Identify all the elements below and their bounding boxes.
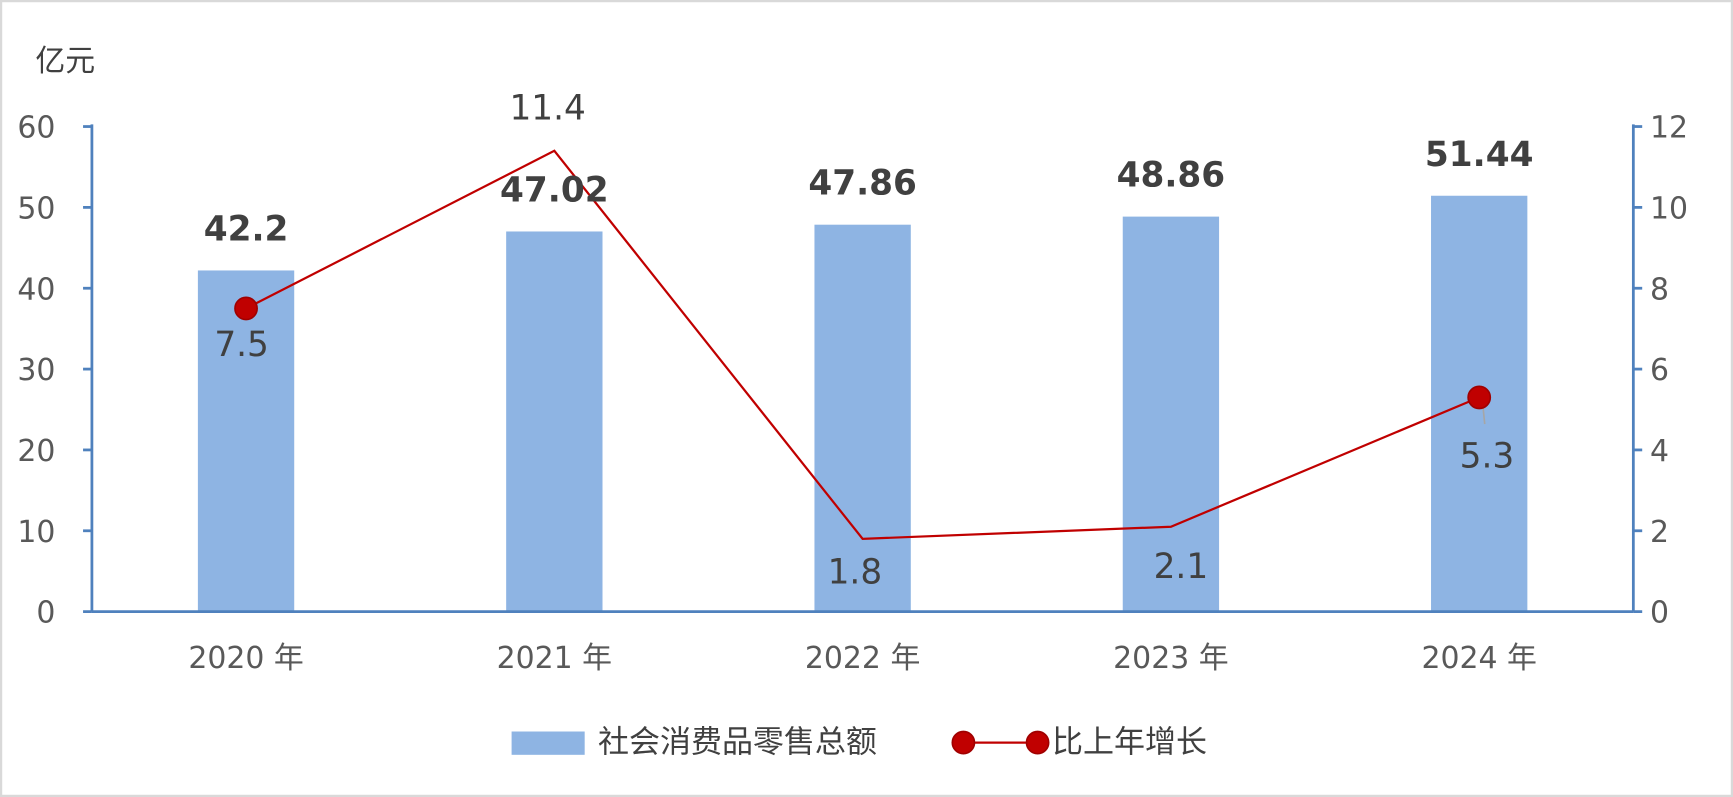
x-tick-label: 2022 年 bbox=[805, 641, 920, 676]
x-tick-label: 2021 年 bbox=[497, 641, 612, 676]
data-labels: 42.2 47.02 47.86 48.86 51.44 7.5 11.4 1.8 2.1 5.3 bbox=[204, 89, 1534, 593]
axes: 0 10 20 30 40 50 60 0 2 4 6 8 10 12 2020 年 2021 年 2022 年… bbox=[17, 111, 1688, 677]
line-marker bbox=[1467, 385, 1492, 410]
line-series bbox=[234, 149, 1492, 540]
line-value-label: 7.5 bbox=[214, 325, 269, 365]
legend-swatch-bar bbox=[511, 731, 585, 755]
legend-marker bbox=[1025, 730, 1050, 755]
bar-value-label: 51.44 bbox=[1425, 135, 1534, 175]
bar-value-label: 47.86 bbox=[808, 164, 917, 204]
bar bbox=[814, 224, 911, 612]
legend-label-line: 比上年增长 bbox=[1052, 725, 1207, 761]
line-value-label: 1.8 bbox=[828, 552, 883, 592]
x-tick-label: 2024 年 bbox=[1421, 641, 1536, 676]
bar-value-label: 48.86 bbox=[1117, 156, 1226, 196]
y-axis-unit-label: 亿元 bbox=[35, 44, 95, 79]
y-right-tick-label: 4 bbox=[1650, 434, 1669, 469]
bar bbox=[1122, 216, 1220, 612]
growth-line bbox=[245, 149, 1480, 540]
line-value-label: 2.1 bbox=[1154, 547, 1209, 587]
bar-value-label: 42.2 bbox=[204, 209, 289, 249]
y-left-tick-label: 60 bbox=[17, 111, 55, 146]
legend-marker bbox=[951, 730, 976, 755]
y-left-tick-label: 0 bbox=[36, 596, 55, 631]
legend-label-bar: 社会消费品零售总额 bbox=[598, 725, 877, 761]
y-right-tick-label: 10 bbox=[1650, 191, 1688, 226]
y-right-tick-label: 0 bbox=[1650, 596, 1669, 631]
x-tick-label: 2020 年 bbox=[188, 641, 303, 676]
line-value-label: 5.3 bbox=[1460, 436, 1515, 476]
line-value-label: 11.4 bbox=[509, 89, 585, 129]
bar-series bbox=[197, 195, 1528, 612]
y-right-tick-label: 12 bbox=[1650, 111, 1688, 146]
y-right-tick-label: 2 bbox=[1650, 515, 1669, 550]
bar bbox=[506, 231, 603, 612]
legend: 社会消费品零售总额 比上年增长 bbox=[511, 725, 1207, 761]
y-right-tick-label: 8 bbox=[1650, 272, 1669, 307]
y-left-tick-label: 40 bbox=[17, 272, 55, 307]
y-left-tick-label: 10 bbox=[17, 515, 55, 550]
y-right-tick-label: 6 bbox=[1650, 353, 1669, 388]
y-left-tick-label: 50 bbox=[17, 191, 55, 226]
bar bbox=[197, 270, 295, 612]
line-marker bbox=[234, 296, 258, 321]
y-left-tick-label: 20 bbox=[17, 434, 55, 469]
y-left-tick-label: 30 bbox=[17, 353, 55, 388]
x-tick-label: 2023 年 bbox=[1113, 641, 1228, 676]
bar-value-label: 47.02 bbox=[500, 170, 609, 210]
